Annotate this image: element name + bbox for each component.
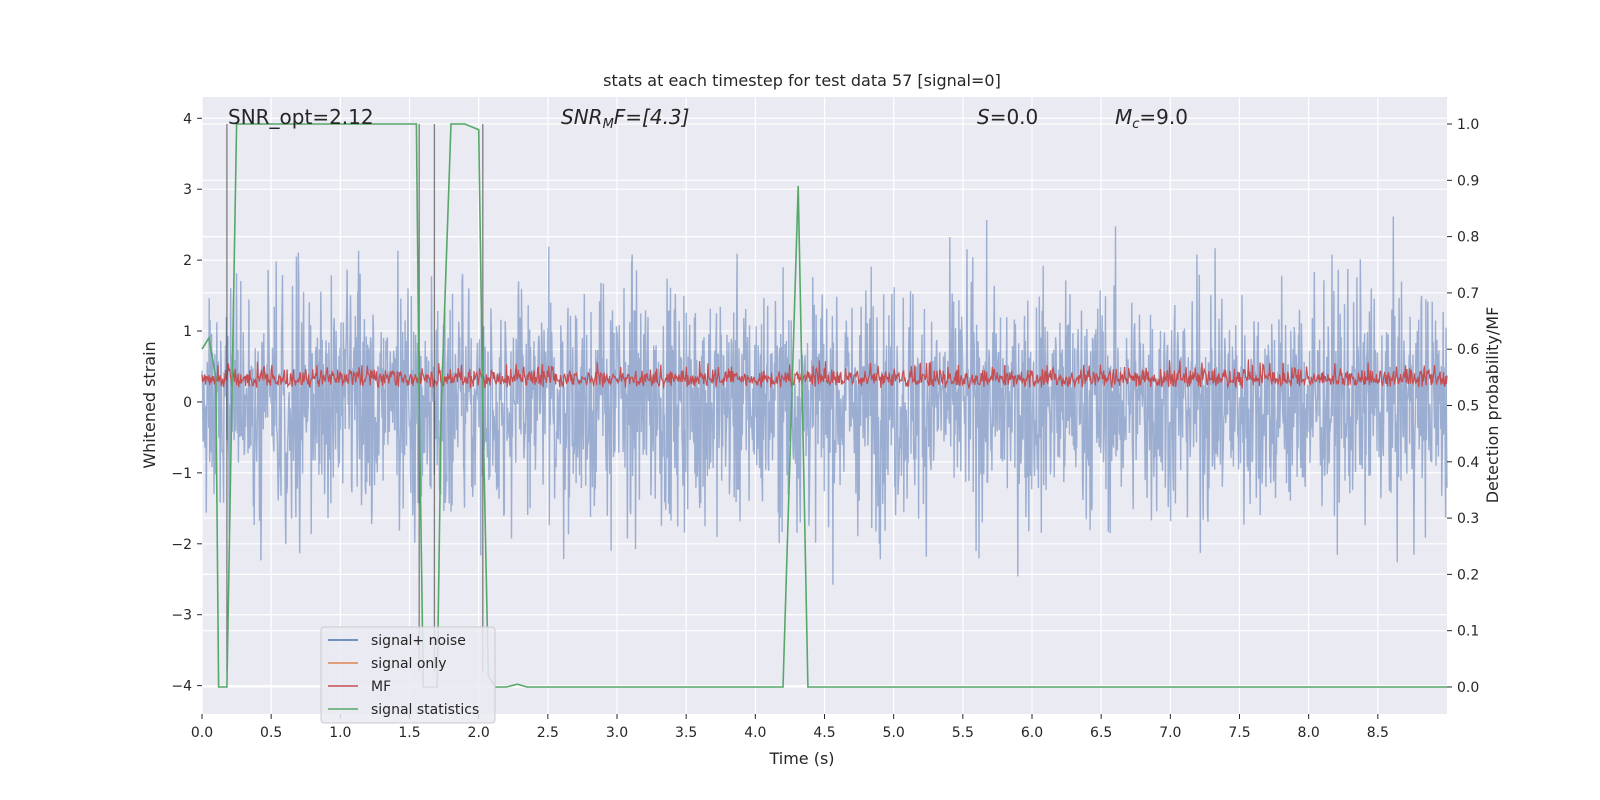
y-tick-label: 1 <box>183 324 192 340</box>
x-tick-label: 8.5 <box>1367 725 1389 741</box>
x-tick-label: 2.5 <box>537 725 559 741</box>
y-right-tick-label: 0.5 <box>1457 399 1479 415</box>
series-signal-statistics <box>201 123 1447 688</box>
x-tick-label: 4.5 <box>813 725 835 741</box>
legend-frame <box>320 626 496 724</box>
y-tick-label: 3 <box>183 182 192 198</box>
snr-mf-sub: M <box>603 117 614 132</box>
y-right-tick-label: 0.9 <box>1457 173 1479 189</box>
x-tick-label: 5.5 <box>952 725 974 741</box>
y-right-tick-label: 0.8 <box>1457 230 1479 246</box>
legend-entry-mf: MF <box>328 679 391 695</box>
y-right-tick-label: 0.1 <box>1457 624 1479 640</box>
x-tick-label: 0.5 <box>260 725 282 741</box>
y-right-tick-label: 0.0 <box>1457 680 1479 696</box>
legend-label-mf: MF <box>371 679 391 695</box>
legend-entry-signal-only: signal only <box>328 656 446 672</box>
y-axis-left: −4 −3 −2 −1 0 1 2 3 4 <box>171 111 202 695</box>
legend-label-signal-noise: signal+ noise <box>371 633 466 649</box>
chart-title: stats at each timestep for test data 57 … <box>603 71 1001 90</box>
x-axis-label: Time (s) <box>768 749 834 768</box>
y-right-tick-label: 0.4 <box>1457 455 1479 471</box>
x-tick-label: 2.0 <box>468 725 490 741</box>
snr-mf-main: SNR <box>561 105 603 129</box>
x-tick-label: 4.0 <box>744 725 766 741</box>
y-tick-label: 0 <box>183 395 192 411</box>
y-right-tick-label: 0.7 <box>1457 286 1479 302</box>
mc-rest: =9.0 <box>1139 105 1188 129</box>
legend: signal+ noise signal only MF signal stat… <box>320 626 496 724</box>
s-annotation: S=0.0 <box>977 105 1038 129</box>
x-tick-label: 1.0 <box>329 725 351 741</box>
x-tick-label: 8.0 <box>1298 725 1320 741</box>
x-tick-label: 6.0 <box>1021 725 1043 741</box>
mc-sub: c <box>1132 117 1139 132</box>
snr-mf-annotation: SNRMF=[4.3] <box>561 105 689 132</box>
y-tick-label: −1 <box>171 466 192 482</box>
x-tick-label: 0.0 <box>191 725 213 741</box>
y-tick-label: −3 <box>171 608 192 624</box>
y-tick-label: 4 <box>183 111 192 127</box>
snr-mf-rest: F=[4.3] <box>614 105 690 129</box>
mc-annotation: Mc=9.0 <box>1115 105 1188 132</box>
y-right-tick-label: 0.3 <box>1457 511 1479 527</box>
snr-opt-annotation: SNR_opt=2.12 <box>228 105 374 129</box>
legend-label-signal-statistics: signal statistics <box>371 702 479 718</box>
x-tick-label: 6.5 <box>1090 725 1112 741</box>
x-tick-label: 7.0 <box>1159 725 1181 741</box>
y-axis-right-label: Detection probability/MF <box>1483 307 1502 504</box>
y-right-tick-label: 0.2 <box>1457 567 1479 583</box>
x-axis: 0.0 0.5 1.0 1.5 2.0 2.5 3.0 3.5 4.0 4.5 5.0 5.5 6.0 6… <box>191 714 1389 741</box>
x-tick-label: 7.5 <box>1228 725 1250 741</box>
y-right-tick-label: 1.0 <box>1457 117 1479 133</box>
legend-entry-signal-noise: signal+ noise <box>328 633 466 649</box>
series-mf <box>201 359 1448 390</box>
x-tick-label: 3.5 <box>675 725 697 741</box>
x-tick-label: 3.0 <box>606 725 628 741</box>
y-axis-label: Whitened strain <box>140 341 159 468</box>
y-tick-label: −2 <box>171 537 192 553</box>
series-signal-noise <box>201 216 1448 585</box>
y-right-tick-label: 0.6 <box>1457 342 1479 358</box>
mc-main: M <box>1115 105 1132 129</box>
s-rest: =0.0 <box>990 105 1039 129</box>
series-layer <box>201 123 1448 688</box>
x-tick-label: 5.0 <box>883 725 905 741</box>
y-tick-label: −4 <box>171 679 192 695</box>
legend-label-signal-only: signal only <box>371 656 446 672</box>
y-axis-right: 0.0 0.1 0.2 0.3 0.4 0.5 0.6 0.7 0.8 0.9 1.0 <box>1447 117 1479 696</box>
legend-entry-signal-statistics: signal statistics <box>328 702 479 718</box>
x-tick-label: 1.5 <box>398 725 420 741</box>
y-tick-label: 2 <box>183 253 192 269</box>
s-main: S <box>977 105 990 129</box>
